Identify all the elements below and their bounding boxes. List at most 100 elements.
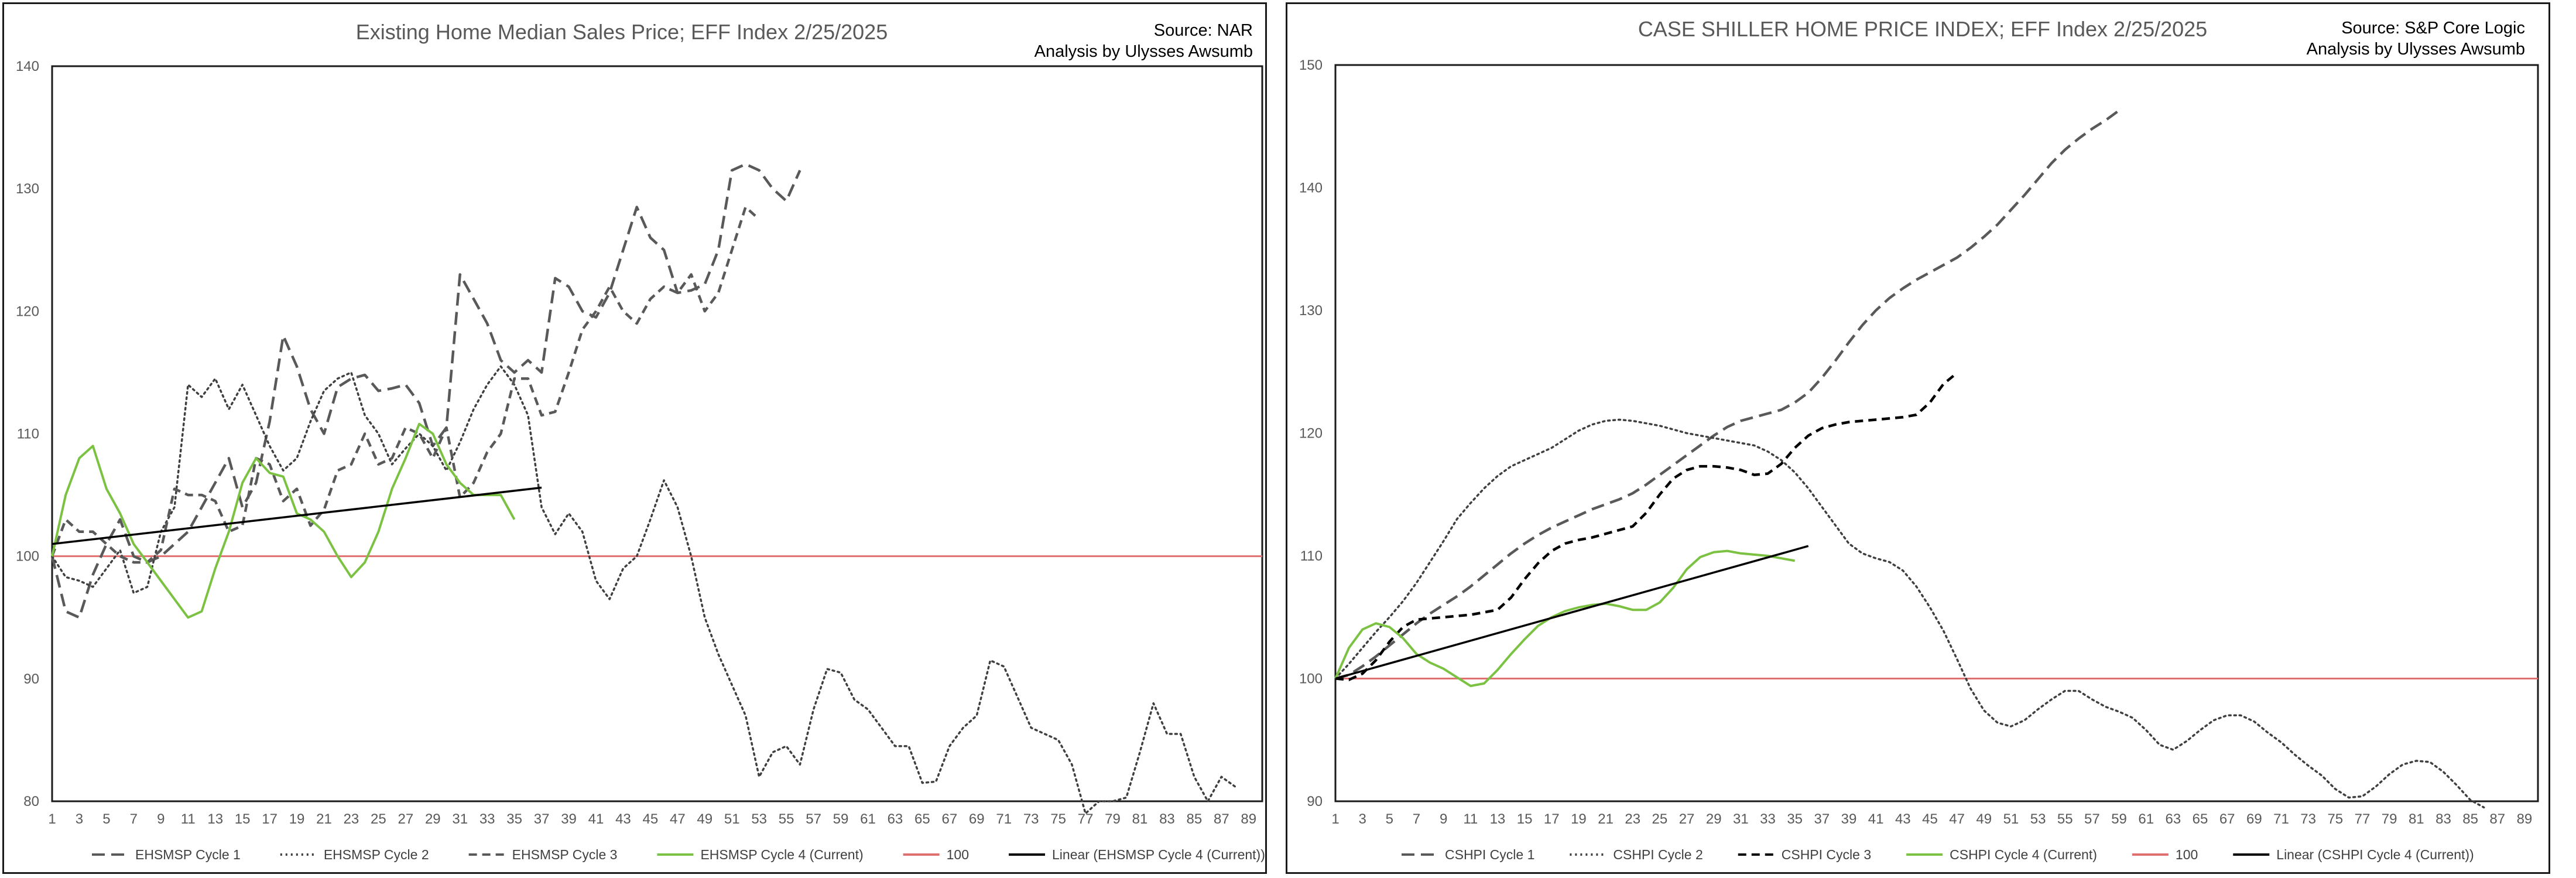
legend-label: EHSMSP Cycle 3: [512, 847, 618, 862]
x-tick-label: 13: [207, 811, 223, 827]
x-tick-label: 89: [1241, 811, 1256, 827]
x-tick-label: 55: [779, 811, 794, 827]
plot-area: [51, 65, 1263, 802]
legend-item: CSHPI Cycle 2: [1570, 847, 1703, 862]
legend-label: CSHPI Cycle 2: [1613, 847, 1703, 862]
x-tick-label: 27: [1679, 811, 1695, 827]
series-line-2: [1334, 418, 2485, 809]
series-line-3: [50, 206, 761, 564]
x-tick-label: 1: [1331, 811, 1339, 827]
analysis-credit: Analysis by Ulysses Awsumb: [2307, 40, 2525, 59]
legend-item: CSHPI Cycle 3: [1738, 847, 1871, 862]
x-tick-label: 87: [1214, 811, 1229, 827]
x-tick-label: 79: [2382, 811, 2397, 827]
y-tick-label: 110: [17, 426, 39, 442]
x-tick-label: 33: [1760, 811, 1776, 827]
x-tick-label: 15: [235, 811, 251, 827]
y-tick-label: 150: [1299, 57, 1323, 73]
x-tick-label: 75: [2327, 811, 2343, 827]
x-tick-label: 41: [1868, 811, 1884, 827]
x-tick-label: 53: [751, 811, 767, 827]
series-line-4: [51, 422, 516, 619]
legend-item: Linear (EHSMSP Cycle 4 (Current)): [1009, 847, 1265, 862]
legend-label: CSHPI Cycle 3: [1782, 847, 1871, 862]
legend-item: EHSMSP Cycle 2: [280, 847, 429, 862]
x-tick-label: 17: [262, 811, 278, 827]
legend-item: EHSMSP Cycle 4 (Current): [657, 847, 864, 862]
x-tick-label: 67: [2219, 811, 2235, 827]
legend-label: 100: [2176, 847, 2198, 862]
x-tick-label: 81: [2409, 811, 2424, 827]
trendline: [52, 486, 542, 545]
y-tick-label: 100: [16, 549, 39, 565]
x-tick-label: 7: [130, 811, 138, 827]
series-line-4: [1334, 549, 1796, 688]
x-tick-label: 39: [1841, 811, 1857, 827]
x-tick-label: 1: [48, 811, 56, 827]
x-tick-label: 31: [452, 811, 468, 827]
x-tick-label: 5: [102, 811, 110, 827]
x-tick-label: 37: [1814, 811, 1830, 827]
legend-label: Linear (EHSMSP Cycle 4 (Current)): [1052, 847, 1265, 862]
x-tick-label: 79: [1105, 811, 1121, 827]
x-tick-label: 55: [2057, 811, 2073, 827]
legend-item: 100: [903, 847, 969, 862]
x-tick-label: 23: [344, 811, 359, 827]
x-tick-label: 59: [2111, 811, 2127, 827]
x-tick-label: 85: [1187, 811, 1203, 827]
source-label: Source: NAR: [1154, 21, 1253, 40]
x-tick-label: 11: [181, 811, 196, 827]
x-tick-label: 33: [479, 811, 495, 827]
x-tick-label: 21: [1598, 811, 1614, 827]
x-tick-label: 41: [588, 811, 604, 827]
x-tick-label: 5: [1386, 811, 1393, 827]
y-tick-label: 110: [1300, 548, 1323, 564]
y-tick-label: 140: [16, 59, 39, 74]
x-tick-label: 69: [2246, 811, 2262, 827]
x-tick-label: 7: [1413, 811, 1420, 827]
x-tick-label: 51: [724, 811, 740, 827]
legend-item: CSHPI Cycle 4 (Current): [1906, 847, 2097, 862]
legend-label: CSHPI Cycle 4 (Current): [1950, 847, 2097, 862]
chart-title: Existing Home Median Sales Price; EFF In…: [356, 20, 888, 44]
source-label: Source: S&P Core Logic: [2341, 19, 2525, 37]
x-tick-label: 87: [2489, 811, 2505, 827]
chart-panel-cshpi: CASE SHILLER HOME PRICE INDEX; EFF Index…: [1286, 2, 2550, 874]
x-tick-label: 73: [2300, 811, 2316, 827]
y-tick-label: 120: [1299, 426, 1323, 442]
x-tick-label: 53: [2030, 811, 2046, 827]
legend-item: EHSMSP Cycle 1: [92, 847, 241, 862]
x-tick-label: 61: [2138, 811, 2154, 827]
x-tick-label: 37: [534, 811, 550, 827]
y-tick-label: 130: [1299, 303, 1323, 319]
x-tick-label: 19: [289, 811, 305, 827]
x-tick-label: 49: [697, 811, 712, 827]
analysis-credit: Analysis by Ulysses Awsumb: [1034, 42, 1253, 61]
x-tick-label: 77: [2355, 811, 2371, 827]
x-tick-label: 15: [1517, 811, 1533, 827]
legend-item: Linear (CSHPI Cycle 4 (Current)): [2233, 847, 2474, 862]
x-tick-label: 81: [1132, 811, 1148, 827]
x-tick-label: 25: [371, 811, 386, 827]
x-tick-label: 29: [1706, 811, 1722, 827]
legend-label: EHSMSP Cycle 1: [135, 847, 241, 862]
legend-label: 100: [947, 847, 969, 862]
x-tick-label: 39: [561, 811, 577, 827]
x-tick-label: 61: [860, 811, 876, 827]
x-tick-label: 11: [1463, 811, 1478, 827]
plot-area: [1334, 64, 2539, 802]
x-tick-label: 43: [615, 811, 631, 827]
series-line-1: [1335, 109, 2120, 680]
x-tick-label: 27: [398, 811, 413, 827]
x-tick-label: 47: [1949, 811, 1965, 827]
x-tick-label: 83: [2435, 811, 2451, 827]
x-tick-label: 57: [2084, 811, 2100, 827]
x-tick-label: 3: [76, 811, 83, 827]
legend-label: Linear (CSHPI Cycle 4 (Current)): [2276, 847, 2474, 862]
x-tick-label: 23: [1625, 811, 1640, 827]
x-tick-label: 35: [1787, 811, 1803, 827]
y-tick-label: 130: [16, 181, 39, 197]
x-tick-label: 59: [833, 811, 849, 827]
x-tick-label: 63: [888, 811, 903, 827]
x-tick-label: 49: [1976, 811, 1992, 827]
